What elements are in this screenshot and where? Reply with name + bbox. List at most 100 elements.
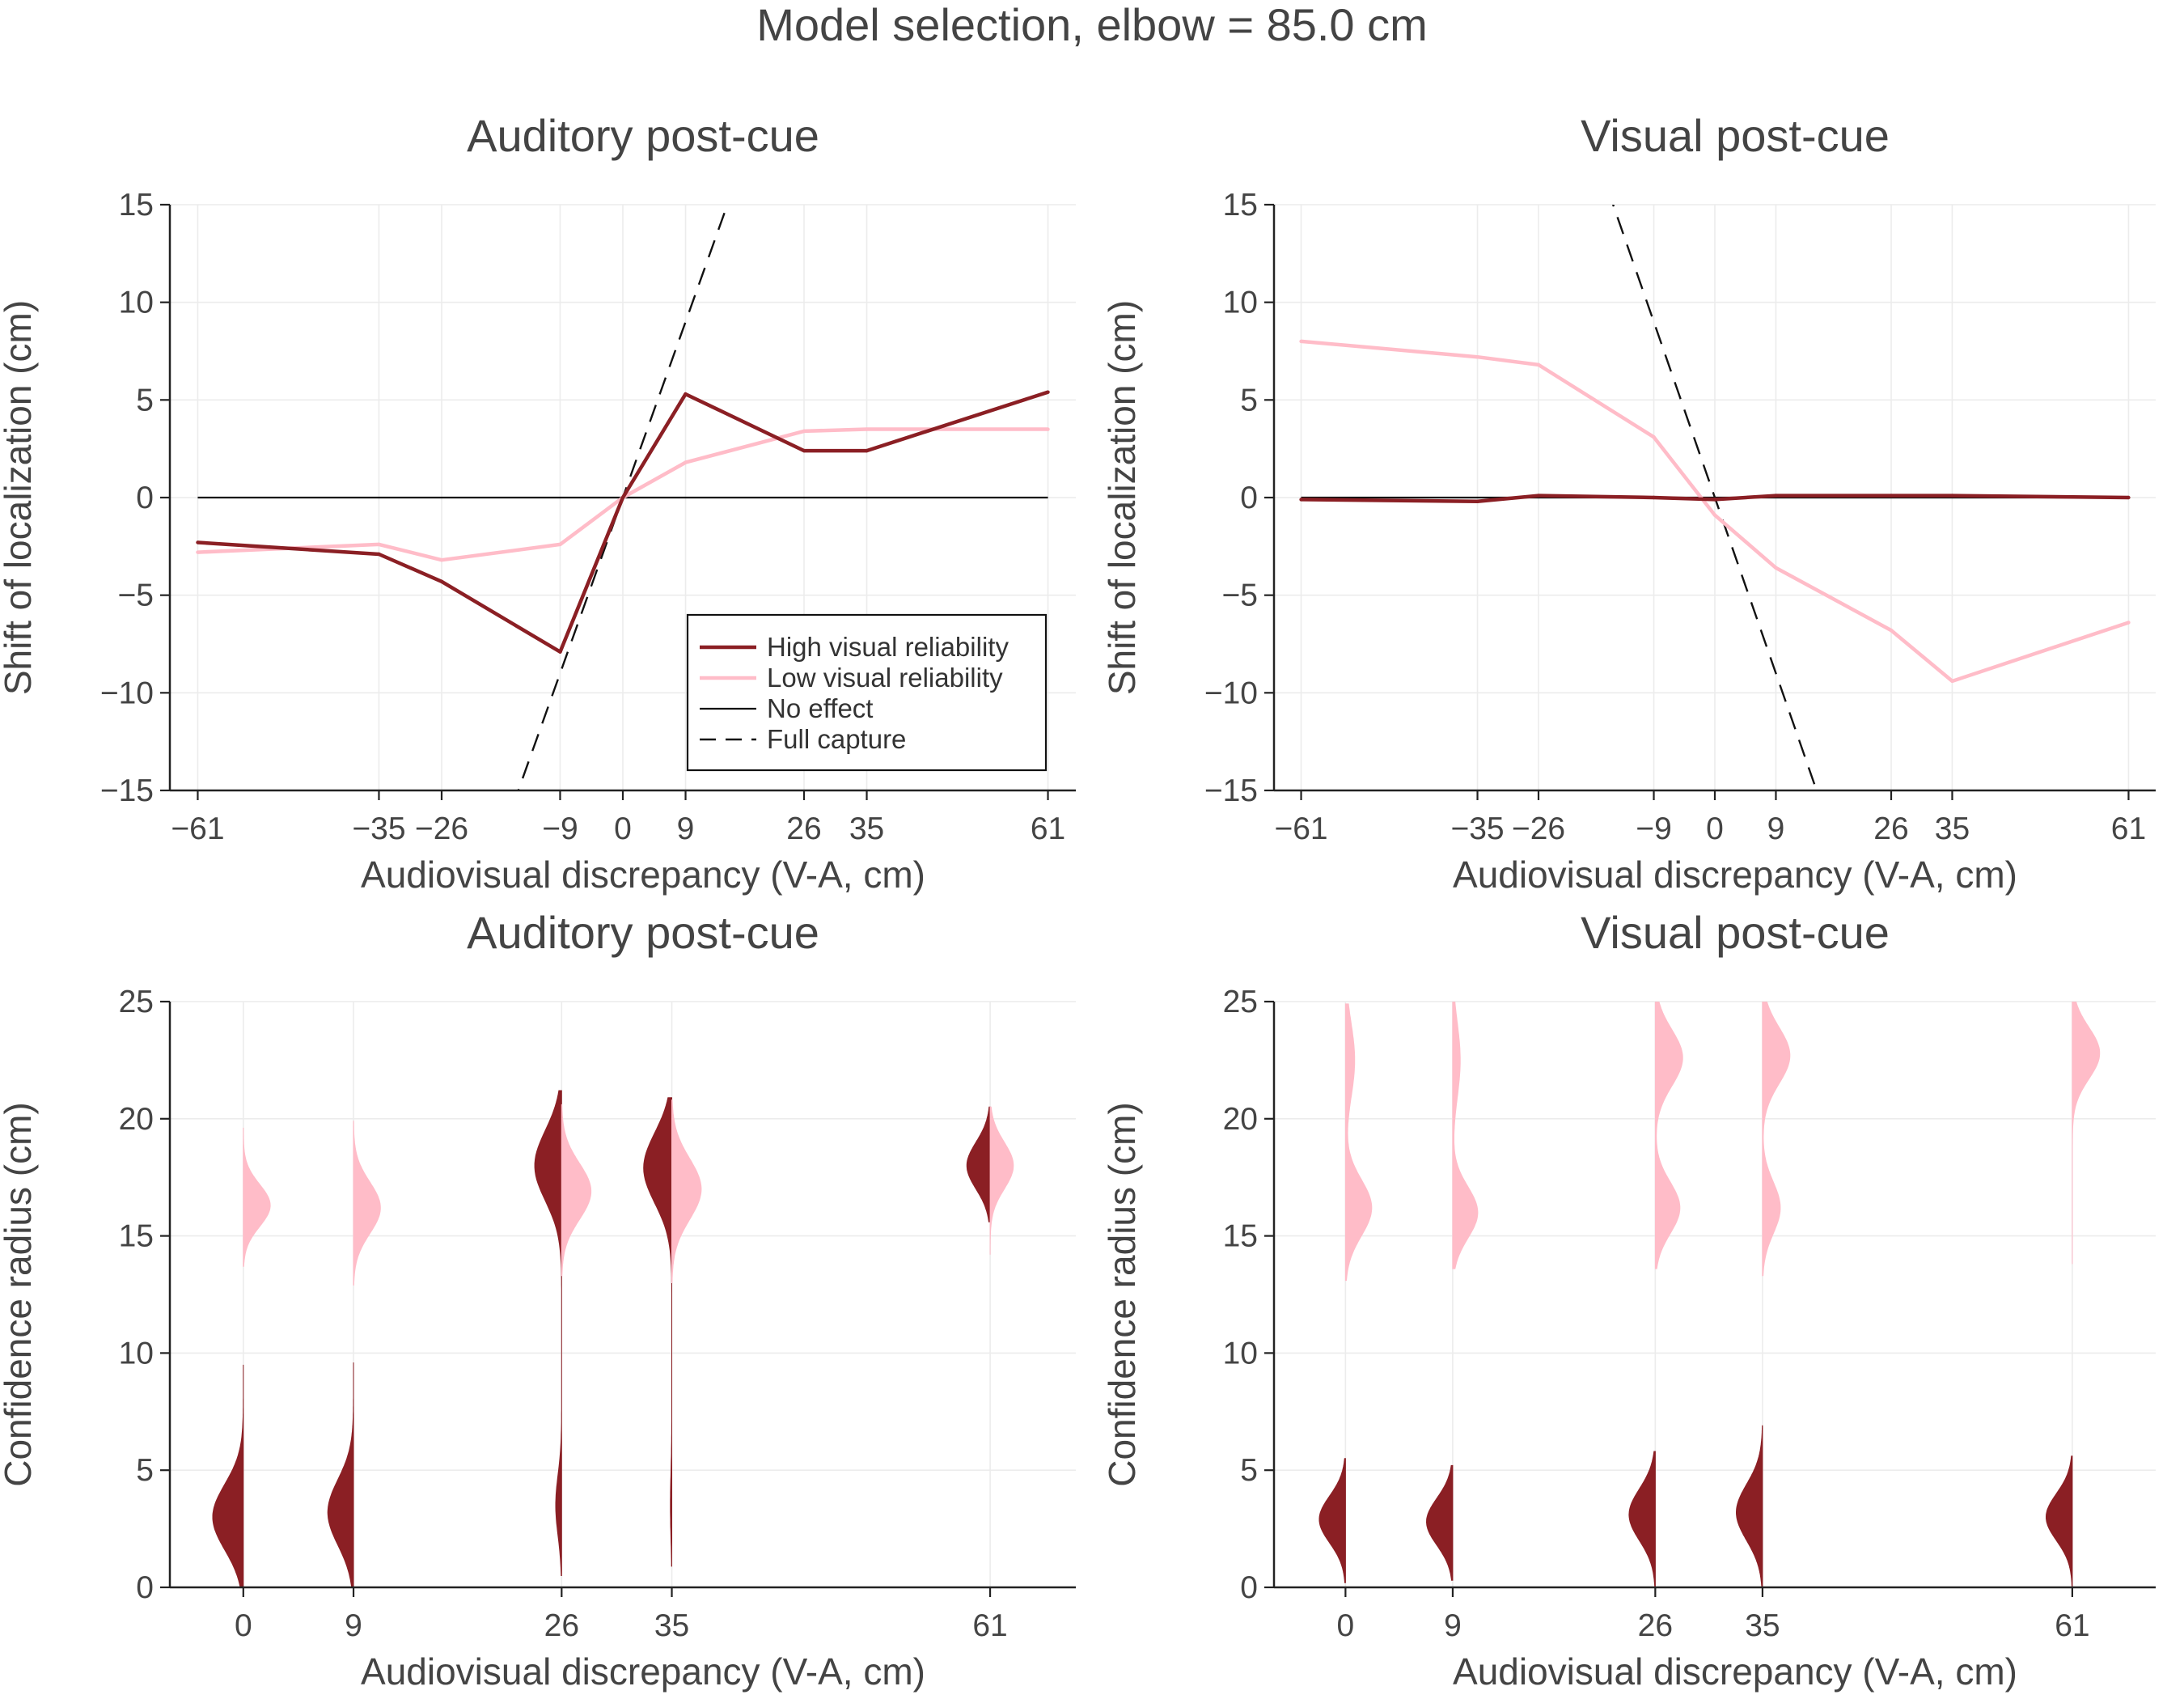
grid — [170, 1001, 1076, 1588]
data-point-high — [1712, 498, 1717, 502]
violin-low-right — [1344, 1003, 1373, 1282]
data-point-high — [1652, 495, 1656, 500]
data-point-low — [439, 558, 444, 562]
violin-high-left — [1318, 1458, 1346, 1583]
data-point-low — [196, 550, 200, 554]
y-tick-label: 25 — [119, 985, 154, 1019]
data-point-high — [684, 392, 688, 396]
y-tick-label: 10 — [119, 1336, 154, 1371]
x-tick-label: −9 — [542, 811, 578, 846]
x-tick-label: 9 — [677, 811, 695, 846]
x-tick-label: 0 — [235, 1608, 252, 1643]
y-tick-label: 20 — [1223, 1102, 1258, 1137]
y-axis-label: Confidence radius (cm) — [0, 1102, 39, 1487]
data-point-low — [684, 460, 688, 464]
y-tick-label: −10 — [100, 676, 154, 710]
violin-high-left — [1628, 1451, 1656, 1587]
y-tick-label: 0 — [136, 481, 154, 515]
legend-label: No effect — [767, 693, 873, 723]
violin-low-right — [1654, 1002, 1683, 1269]
data-point-high — [439, 579, 444, 583]
x-tick-label: 9 — [1767, 811, 1785, 846]
y-axis-label: Shift of localization (cm) — [0, 300, 39, 695]
x-tick-label: 9 — [1444, 1608, 1462, 1643]
x-tick-label: 35 — [849, 811, 884, 846]
data-point-low — [1889, 628, 1894, 633]
data-point-low — [2127, 621, 2131, 625]
panel-title: Visual post-cue — [1581, 907, 1890, 958]
y-tick-label: 15 — [119, 1219, 154, 1254]
data-point-high — [558, 650, 562, 654]
legend-label: Low visual reliability — [767, 663, 1003, 693]
x-tick-label: 0 — [1706, 811, 1724, 846]
data-point-high — [1536, 494, 1541, 498]
y-tick-label: 15 — [1223, 188, 1258, 222]
panel-2: −15 −10 −5 0 5 10 15 −61 −35 −26 −9 0 9 26 35 61 Visual … — [1101, 110, 2156, 896]
y-tick-label: 20 — [119, 1102, 154, 1137]
x-tick-label: −61 — [1274, 811, 1327, 846]
violin-high-left — [212, 1364, 244, 1587]
x-tick-label: 26 — [544, 1608, 579, 1643]
panel-4: 0 5 10 15 20 25 0 9 26 35 61 Visual post-cue Audiovi… — [1101, 907, 2156, 1693]
panel-1: −15 −10 −5 0 5 10 15 −61 −35 −26 −9 0 9 26 35 61 Auditor… — [0, 110, 1076, 896]
violin-low-right — [671, 1099, 702, 1283]
violin-low-right — [1452, 1002, 1479, 1269]
violin-low-right — [989, 1106, 1014, 1255]
violin-high-left — [966, 1106, 991, 1222]
full-capture-line — [1611, 205, 1818, 790]
y-tick-label: 5 — [136, 1453, 154, 1488]
y-axis-label: Confidence radius (cm) — [1101, 1102, 1143, 1487]
data-point-low — [802, 429, 806, 434]
violin-high-left — [327, 1362, 354, 1587]
panel-title: Visual post-cue — [1581, 110, 1890, 161]
violin-low-right — [243, 1127, 271, 1267]
data-point-low — [1046, 427, 1050, 431]
plot-area — [212, 1090, 1014, 1587]
x-tick-label: 9 — [345, 1608, 362, 1643]
data-point-low — [1712, 513, 1717, 517]
y-tick-label: 15 — [1223, 1219, 1258, 1254]
y-tick-label: 25 — [1223, 985, 1258, 1019]
y-tick-label: −5 — [118, 578, 154, 613]
data-point-high — [2127, 495, 2131, 500]
x-axis-label: Audiovisual discrepancy (V-A, cm) — [1453, 1650, 2017, 1693]
violin-high-left — [643, 1097, 672, 1567]
y-tick-label: 0 — [136, 1570, 154, 1605]
x-tick-label: −35 — [352, 811, 405, 846]
x-tick-label: 0 — [1337, 1608, 1355, 1643]
data-point-low — [377, 542, 381, 547]
data-point-low — [1536, 362, 1541, 367]
x-axis-label: Audiovisual discrepancy (V-A, cm) — [1453, 854, 2017, 896]
x-tick-label: 35 — [1935, 811, 1970, 846]
x-tick-label: −26 — [415, 811, 468, 846]
y-axis-label: Shift of localization (cm) — [1101, 300, 1143, 695]
x-tick-label: −26 — [1512, 811, 1565, 846]
y-tick-label: 10 — [1223, 1336, 1258, 1371]
y-tick-label: 5 — [136, 383, 154, 417]
y-tick-label: 0 — [1240, 481, 1258, 515]
data-point-low — [1774, 566, 1778, 570]
x-tick-label: 61 — [972, 1608, 1007, 1643]
plot-area — [1299, 205, 2131, 790]
data-point-high — [620, 495, 625, 500]
data-point-high — [377, 552, 381, 557]
legend-label: High visual reliability — [767, 632, 1009, 662]
plot-area — [1318, 1002, 2101, 1587]
data-point-high — [1774, 494, 1778, 498]
x-tick-label: 0 — [614, 811, 632, 846]
data-point-high — [1299, 498, 1303, 502]
x-tick-label: −35 — [1450, 811, 1504, 846]
y-tick-label: −10 — [1204, 676, 1258, 710]
data-point-high — [1950, 494, 1954, 498]
x-tick-label: 26 — [1638, 1608, 1673, 1643]
y-tick-label: 10 — [119, 286, 154, 320]
x-tick-label: −61 — [171, 811, 224, 846]
x-tick-label: 61 — [2055, 1608, 2089, 1643]
y-tick-label: −15 — [1204, 773, 1258, 808]
panel-title: Auditory post-cue — [467, 110, 819, 161]
x-tick-label: −9 — [1636, 811, 1671, 846]
violin-low-right — [561, 1104, 592, 1277]
y-tick-label: 5 — [1240, 383, 1258, 417]
